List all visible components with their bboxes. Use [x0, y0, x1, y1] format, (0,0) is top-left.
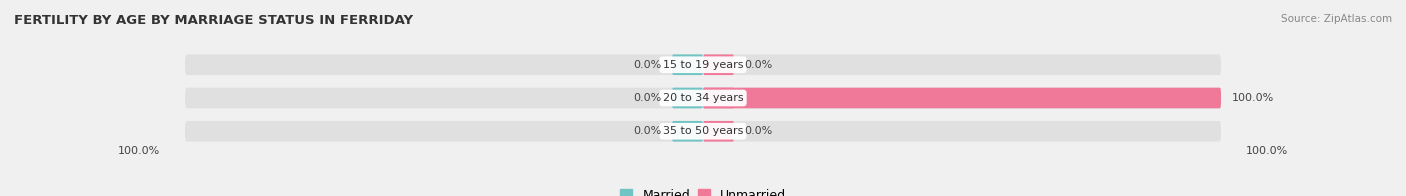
Text: 100.0%: 100.0%	[1246, 146, 1288, 156]
Text: 20 to 34 years: 20 to 34 years	[662, 93, 744, 103]
Legend: Married, Unmarried: Married, Unmarried	[614, 184, 792, 196]
Text: 0.0%: 0.0%	[633, 60, 662, 70]
FancyBboxPatch shape	[186, 121, 1220, 142]
Text: 15 to 19 years: 15 to 19 years	[662, 60, 744, 70]
Text: 0.0%: 0.0%	[744, 126, 773, 136]
Text: 35 to 50 years: 35 to 50 years	[662, 126, 744, 136]
FancyBboxPatch shape	[672, 54, 703, 75]
FancyBboxPatch shape	[186, 88, 1220, 108]
FancyBboxPatch shape	[703, 88, 734, 108]
FancyBboxPatch shape	[672, 121, 703, 142]
Text: Source: ZipAtlas.com: Source: ZipAtlas.com	[1281, 14, 1392, 24]
Text: 100.0%: 100.0%	[118, 146, 160, 156]
Text: 0.0%: 0.0%	[633, 126, 662, 136]
FancyBboxPatch shape	[703, 121, 734, 142]
Text: 0.0%: 0.0%	[633, 93, 662, 103]
FancyBboxPatch shape	[703, 88, 1220, 108]
FancyBboxPatch shape	[672, 88, 703, 108]
FancyBboxPatch shape	[703, 54, 734, 75]
Text: 100.0%: 100.0%	[1232, 93, 1274, 103]
Text: 0.0%: 0.0%	[744, 60, 773, 70]
FancyBboxPatch shape	[186, 54, 1220, 75]
Text: FERTILITY BY AGE BY MARRIAGE STATUS IN FERRIDAY: FERTILITY BY AGE BY MARRIAGE STATUS IN F…	[14, 14, 413, 27]
